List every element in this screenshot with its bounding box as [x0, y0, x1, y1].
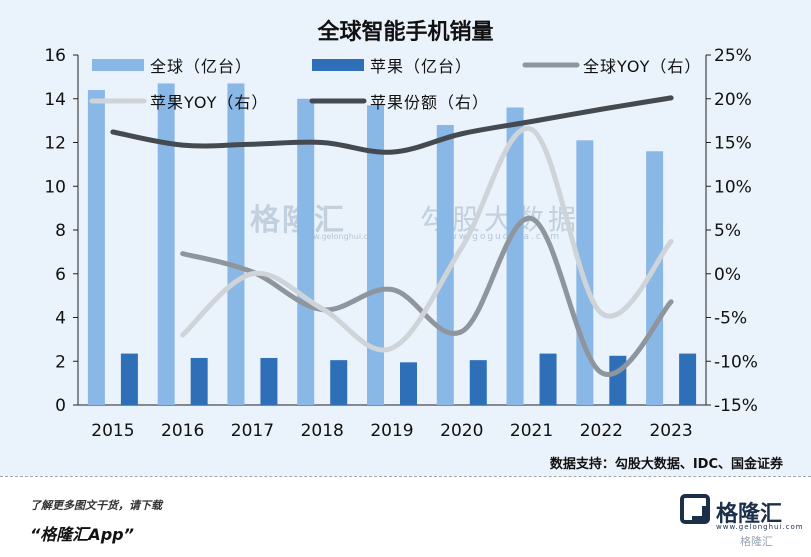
bar-apple: [190, 357, 208, 405]
y-right-tick-label: 0%: [714, 265, 741, 285]
bar-apple: [609, 355, 627, 405]
legend-swatch-bar: [92, 59, 144, 71]
x-tick-label: 2023: [649, 421, 692, 441]
bar-global: [367, 105, 384, 405]
bar-global: [157, 83, 175, 405]
bar-global: [576, 140, 594, 405]
bar-apple: [679, 353, 697, 405]
legend-label: 苹果（亿台）: [370, 57, 472, 76]
y-right-tick-label: 10%: [714, 177, 752, 197]
line-apple-share: [110, 95, 674, 155]
promo-text: 了解更多图文干货，请下载: [30, 499, 162, 512]
x-tick-label: 2016: [161, 421, 204, 441]
y-left-tick-label: 8: [55, 221, 66, 241]
line-apple-yoy: [180, 126, 674, 353]
brand-logo[interactable]: 格隆汇 www.gelonghui.com: [680, 494, 803, 534]
y-left-tick-label: 12: [44, 134, 66, 154]
x-tick-label: 2015: [91, 421, 134, 441]
y-left-tick-label: 4: [55, 309, 66, 329]
legend-label: 苹果YOY（右）: [150, 93, 268, 112]
x-tick-label: 2019: [370, 421, 413, 441]
corner-watermark: 格隆汇: [740, 535, 773, 548]
chart-title: 全球智能手机销量: [317, 20, 494, 45]
line-global-yoy: [180, 216, 674, 377]
bar-global: [297, 98, 315, 405]
logo-text: 格隆汇: [716, 502, 783, 527]
y-right-tick-label: -5%: [714, 309, 747, 329]
y-right-tick-label: 15%: [714, 134, 752, 154]
y-left-tick-label: 2: [55, 352, 66, 372]
logo-icon: [680, 494, 710, 524]
x-tick-label: 2022: [580, 421, 623, 441]
watermark-url-2: www.gogudata.com: [440, 232, 562, 242]
x-tick-label: 2018: [301, 421, 344, 441]
x-tick-label: 2017: [231, 421, 274, 441]
source-note: 数据支持：勾股大数据、IDC、国金证券: [549, 457, 783, 472]
legend-label: 全球YOY（右）: [583, 57, 701, 76]
y-left-tick-label: 10: [44, 177, 66, 197]
y-right-tick-label: -15%: [714, 396, 758, 416]
y-left-tick-label: 14: [44, 90, 66, 110]
legend-label: 全球（亿台）: [150, 57, 252, 76]
bar-apple: [260, 357, 278, 405]
y-left-tick-label: 0: [55, 396, 66, 416]
watermark-url: www.gelonghui.com: [300, 232, 381, 241]
footer: [0, 476, 811, 557]
bar-global: [506, 107, 524, 405]
y-right-tick-label: 25%: [714, 46, 752, 66]
bar-apple: [400, 362, 417, 405]
bar-apple: [120, 353, 138, 405]
bar-global: [227, 83, 245, 405]
promo-app-name[interactable]: “格隆汇App”: [30, 525, 134, 544]
bar-apple: [539, 353, 557, 405]
bar-global: [87, 90, 105, 405]
bar-apple: [469, 360, 487, 405]
bar-apple: [330, 360, 348, 405]
bar-global: [646, 151, 664, 405]
x-tick-label: 2020: [440, 421, 483, 441]
watermark-brand: 格隆汇: [250, 195, 346, 239]
x-tick-label: 2021: [510, 421, 553, 441]
chart-svg: 0 2 4 6 8 10 12 14 16 25% 20% 15% 10% 5% 0% -5% -10% -15%…: [44, 46, 758, 441]
logo-url: www.gelonghui.com: [716, 523, 804, 531]
y-right-tick-label: 20%: [714, 90, 752, 110]
legend-swatch-bar: [312, 59, 364, 71]
y-left-tick-label: 16: [44, 46, 66, 66]
y-left-tick-label: 6: [55, 265, 66, 285]
legend-label: 苹果份额（右）: [370, 93, 489, 112]
y-right-tick-label: -10%: [714, 352, 758, 372]
y-right-tick-label: 5%: [714, 221, 741, 241]
